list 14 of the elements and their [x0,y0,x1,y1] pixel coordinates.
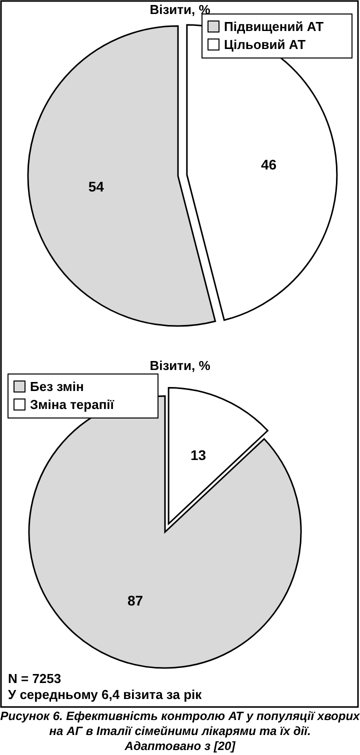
legend-label: Зміна терапії [30,397,114,412]
data-label: 13 [190,447,206,464]
legend-label: Цільовий АТ [224,37,306,52]
text: Адаптовано з [20] [124,739,236,753]
chart-title: Візити, % [150,358,211,373]
chart-title: Візити, % [150,2,211,17]
data-label: 46 [260,156,277,173]
text: У середньому 6,4 візита за рік [8,687,202,702]
legend-label: Підвищений АТ [224,19,324,34]
text: N = 7253 [8,671,62,686]
data-label: 87 [128,592,144,609]
text: Рисунок 6. Ефективність контролю АТ у популяції хворих на АГ в Італії сімейними лікарями та їх дії. [0,709,360,738]
legend-label: Без змін [30,379,84,394]
data-label: 54 [88,178,104,194]
